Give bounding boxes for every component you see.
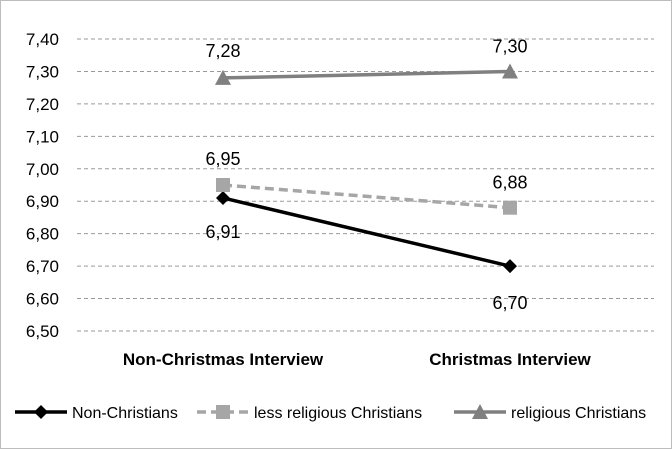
y-axis-tick-labels: 6,50 6,60 6,70 6,80 6,90 7,00 7,10 7,20 7,30 7,40 [26,30,59,341]
data-label: 6,91 [205,222,240,242]
y-tick-label: 7,00 [26,160,59,179]
y-tick-label: 6,50 [26,322,59,341]
y-tick-label: 6,60 [26,290,59,309]
data-point-marker [503,259,517,274]
legend-label: religious Christians [511,405,646,422]
x-axis-category-labels: Non-Christmas Interview Christmas Intervi… [123,350,592,369]
data-labels: 6,91 6,70 6,95 6,88 7,28 7,30 [205,36,527,313]
y-tick-label: 7,30 [26,62,59,81]
series-less-religious-christians [216,178,517,215]
series-line [222,183,511,210]
data-label: 7,28 [205,41,240,61]
series-religious-christians [215,63,518,85]
y-tick-label: 7,10 [26,127,59,146]
data-label: 7,30 [492,36,527,56]
y-tick-label: 7,40 [26,30,59,49]
series-lines [215,63,518,274]
data-point-marker [216,190,230,205]
series-line [222,69,511,80]
y-tick-label: 6,90 [26,192,59,211]
data-label: 6,88 [492,173,527,193]
series-line [222,196,511,268]
legend-label: Non-Christians [72,405,178,422]
legend-item: religious Christians [454,404,646,422]
legend-item: Non-Christians [15,405,178,422]
legend-swatch-marker [472,404,488,419]
data-point-marker [503,200,517,215]
legend: Non-Christians less religious Christians r… [15,404,646,422]
series-non-christians [216,190,517,274]
y-tick-label: 7,20 [26,95,59,114]
y-tick-label: 6,70 [26,257,59,276]
gridlines [77,38,654,332]
y-tick-label: 6,80 [26,225,59,244]
data-label: 6,95 [205,149,240,169]
x-category-label: Christmas Interview [429,350,591,369]
legend-item: less religious Christians [197,405,422,422]
x-category-label: Non-Christmas Interview [123,350,324,369]
legend-swatch-marker [34,405,48,419]
legend-swatch-marker [216,405,230,419]
data-point-marker [215,69,231,85]
data-label: 6,70 [492,293,527,313]
data-point-marker [502,63,518,79]
legend-label: less religious Christians [254,405,422,422]
data-point-marker [216,178,230,192]
